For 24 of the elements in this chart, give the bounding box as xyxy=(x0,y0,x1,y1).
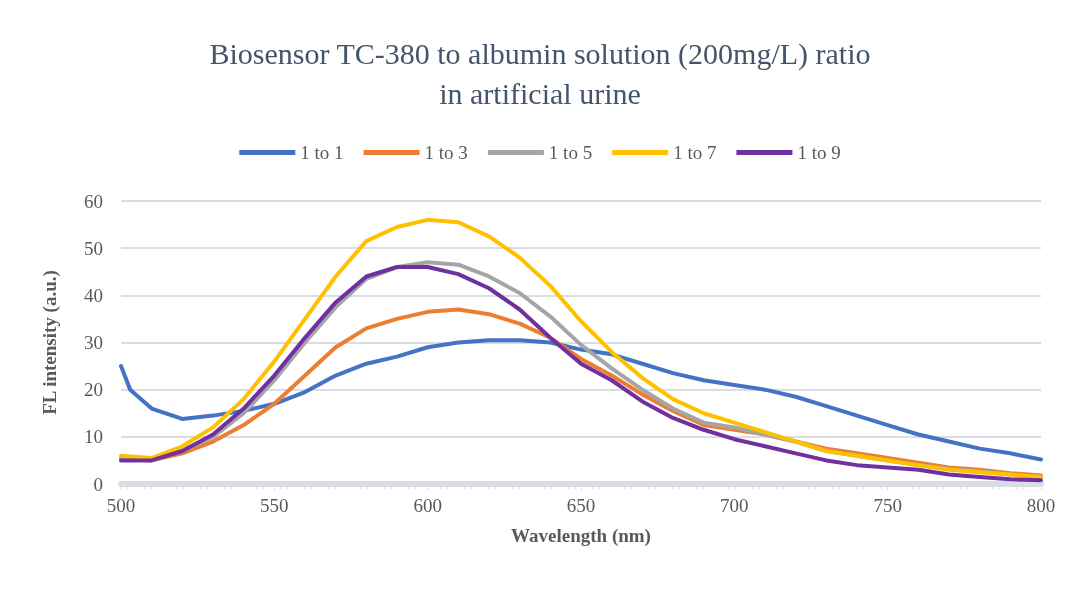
y-tick-label: 50 xyxy=(84,237,103,259)
legend-label: 1 to 7 xyxy=(673,142,717,163)
legend-label: 1 to 3 xyxy=(424,142,468,163)
x-tick-label: 750 xyxy=(873,495,902,516)
y-axis-title: FL intensity (a.u.) xyxy=(39,270,61,415)
chart-title: Biosensor TC-380 to albumin solution (200mg/L) ratio in artificial urine xyxy=(209,36,871,110)
line-series xyxy=(119,338,1043,462)
x-tick-label: 500 xyxy=(106,495,136,516)
x-tick-label: 700 xyxy=(720,495,749,516)
x-tick-label: 550 xyxy=(260,495,289,516)
legend-label: 1 to 1 xyxy=(300,142,344,163)
y-tick-label: 40 xyxy=(84,284,103,306)
x-tick-label: 600 xyxy=(413,495,442,516)
y-tick-label: 20 xyxy=(84,379,103,401)
legend-label: 1 to 9 xyxy=(797,142,841,163)
y-tick-label: 60 xyxy=(84,190,103,212)
x-tick-label: 800 xyxy=(1026,495,1056,516)
line-series xyxy=(119,217,1043,479)
y-tick-label: 30 xyxy=(84,332,103,353)
x-axis-title: Wavelength (nm) xyxy=(511,525,651,547)
x-tick-label: 650 xyxy=(566,495,596,516)
y-tick-label: 0 xyxy=(93,473,103,495)
y-tick-label: 10 xyxy=(84,426,103,448)
legend-label: 1 to 5 xyxy=(548,142,593,163)
